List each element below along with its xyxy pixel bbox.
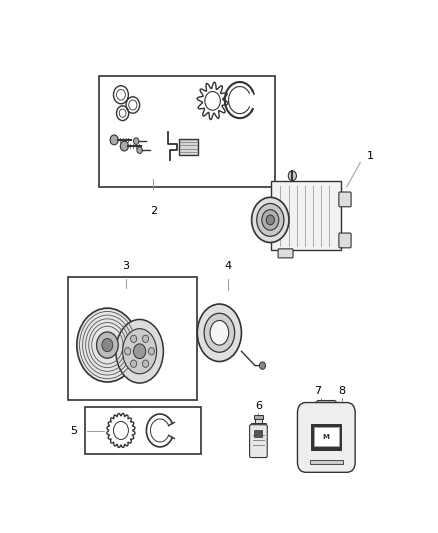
Bar	[320, 407, 333, 414]
Text: 3: 3	[123, 261, 130, 271]
Circle shape	[110, 135, 118, 145]
Circle shape	[142, 360, 148, 367]
FancyBboxPatch shape	[179, 139, 198, 155]
Circle shape	[120, 141, 128, 151]
FancyBboxPatch shape	[297, 402, 355, 472]
Circle shape	[259, 362, 265, 369]
FancyBboxPatch shape	[339, 192, 351, 207]
Circle shape	[137, 147, 142, 154]
Circle shape	[96, 332, 118, 358]
Bar	[68, 277, 197, 400]
Text: M: M	[323, 434, 330, 440]
Circle shape	[288, 171, 297, 181]
FancyBboxPatch shape	[251, 423, 266, 427]
Circle shape	[266, 215, 274, 225]
FancyBboxPatch shape	[278, 249, 293, 258]
Circle shape	[251, 197, 289, 243]
Text: 8: 8	[338, 386, 345, 397]
Bar	[85, 407, 201, 454]
Ellipse shape	[197, 304, 241, 361]
Circle shape	[134, 344, 146, 359]
Circle shape	[257, 204, 284, 236]
Bar	[255, 419, 262, 423]
Bar	[310, 460, 343, 464]
Polygon shape	[314, 400, 338, 408]
Text: 4: 4	[224, 261, 231, 271]
Text: 5: 5	[70, 426, 77, 437]
Circle shape	[142, 335, 148, 343]
Circle shape	[131, 360, 137, 367]
Bar	[254, 430, 262, 437]
FancyBboxPatch shape	[311, 424, 341, 450]
Text: 2: 2	[150, 206, 157, 215]
Bar	[254, 415, 263, 419]
Circle shape	[262, 209, 279, 230]
Text: 6: 6	[255, 401, 262, 411]
Circle shape	[102, 338, 113, 352]
FancyBboxPatch shape	[314, 427, 339, 447]
Bar	[99, 76, 276, 187]
Circle shape	[148, 348, 155, 355]
Text: 7: 7	[314, 386, 321, 397]
Circle shape	[131, 335, 137, 343]
Ellipse shape	[204, 313, 235, 352]
FancyBboxPatch shape	[250, 425, 267, 457]
Circle shape	[77, 308, 138, 382]
Ellipse shape	[116, 319, 163, 383]
Ellipse shape	[210, 320, 229, 345]
FancyBboxPatch shape	[271, 181, 341, 251]
FancyBboxPatch shape	[339, 233, 351, 248]
Text: 1: 1	[367, 151, 374, 161]
Ellipse shape	[123, 329, 157, 374]
Circle shape	[134, 138, 139, 144]
Circle shape	[125, 348, 131, 355]
